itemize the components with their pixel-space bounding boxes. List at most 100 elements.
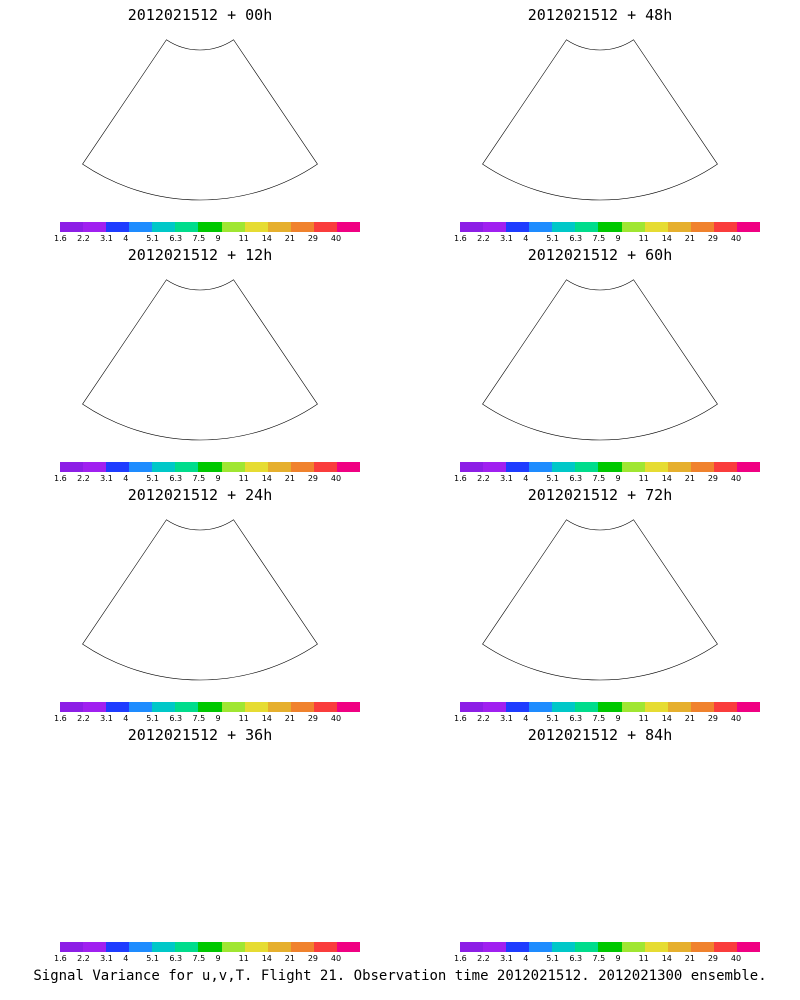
map-boundary	[482, 279, 718, 441]
colorbar-swatch	[736, 702, 761, 712]
colorbar-swatch	[621, 222, 645, 232]
colorbar-swatch	[552, 462, 576, 472]
map-panel: 2012021512 + 48h 1.6 2.2 3.1 4 5.1 6.3 7.5 9 11 14…	[400, 0, 800, 243]
colorbar-label: 21	[684, 474, 695, 483]
panel-title: 2012021512 + 72h	[527, 486, 673, 504]
colorbar-label: 3.1	[500, 234, 513, 243]
colorbar-swatch	[244, 462, 268, 472]
colorbar-label: 29	[307, 474, 319, 483]
graticule-parallel	[104, 610, 296, 641]
colorbar-swatch	[736, 222, 761, 232]
colorbar-label: 14	[261, 714, 272, 723]
variance-contour	[142, 818, 238, 858]
variance-contour	[520, 330, 670, 390]
colorbar-label: 9	[215, 234, 221, 243]
colorbar-swatch	[129, 942, 153, 952]
colorbar-swatch	[575, 702, 599, 712]
map-boundary	[82, 519, 318, 681]
colorbar-label: 5.1	[546, 234, 560, 243]
variance-contour	[290, 594, 350, 626]
colorbar-swatch	[175, 942, 199, 952]
colorbar-label: 7.5	[192, 954, 206, 963]
colorbar-label: 9	[215, 714, 221, 723]
variance-contour	[120, 90, 270, 150]
colorbar-label: 14	[661, 474, 672, 483]
colorbar	[460, 222, 761, 232]
figure-caption: Signal Variance for u,v,T. Flight 21. Ob…	[33, 968, 767, 984]
graticule-meridian	[616, 527, 659, 672]
colorbar-label: 29	[707, 714, 719, 723]
colorbar-swatch	[152, 462, 176, 472]
colorbar-swatch	[244, 702, 268, 712]
colorbar-swatch	[244, 942, 268, 952]
colorbar-swatch	[667, 702, 691, 712]
colorbar-swatch	[106, 942, 130, 952]
colorbar-label: 1.6	[454, 954, 467, 963]
variance-contour	[70, 118, 150, 142]
colorbar-label: 6.3	[169, 474, 183, 483]
colorbar-label: 1.6	[54, 954, 67, 963]
variance-contour	[187, 341, 223, 369]
colorbar-label: 3.1	[500, 714, 513, 723]
colorbar-labels: 1.6 2.2 3.1 4 5.1 6.3 7.5 9 11 14 21 29 40	[52, 954, 372, 964]
colorbar-swatch	[575, 462, 599, 472]
graticule-meridian	[216, 527, 259, 672]
graticule-meridian	[114, 44, 176, 182]
colorbar-swatch	[175, 222, 199, 232]
colorbar-swatch	[175, 462, 199, 472]
map-panel: 2012021512 + 72h 1.6 2.2 3.1 4 5.1 6.3 7.5 9 11 14…	[400, 279, 800, 723]
colorbar-swatch	[83, 462, 107, 472]
variance-contour	[542, 818, 638, 858]
panel-title: 2012021512 + 36h	[127, 726, 273, 744]
colorbar-label: 4	[523, 474, 529, 483]
colorbar-labels: 1.6 2.2 3.1 4 5.1 6.3 7.5 9 11 14 21 29 40	[52, 474, 372, 484]
variance-contour	[290, 114, 350, 146]
map-panel: 2012021512 + 00h 1.6 2.2 3.1 4 5.1 6.3 7.5 9 11 14…	[0, 0, 400, 243]
variance-contour	[545, 100, 645, 136]
colorbar-label: 4	[123, 234, 129, 243]
variance-contour	[70, 598, 150, 622]
colorbar-label: 4	[123, 954, 129, 963]
colorbar-swatch	[529, 462, 553, 472]
colorbar-label: 4	[523, 714, 529, 723]
colorbar-swatch	[198, 222, 222, 232]
colorbar-label: 4	[123, 714, 129, 723]
colorbar-label: 6.3	[169, 234, 183, 243]
colorbar-label: 3.1	[100, 474, 113, 483]
colorbar-swatch	[529, 942, 553, 952]
colorbar-swatch	[598, 462, 622, 472]
colorbar-swatch	[690, 222, 714, 232]
variance-contour	[525, 92, 665, 144]
colorbar	[60, 702, 361, 712]
graticule-meridian	[625, 523, 693, 659]
graticule-meridian	[616, 47, 659, 192]
colorbar-label: 21	[684, 234, 695, 243]
variance-contour	[70, 358, 150, 382]
colorbar-label: 29	[307, 714, 319, 723]
colorbar-swatch	[336, 942, 361, 952]
variance-contour	[520, 90, 670, 150]
variance-contour	[187, 581, 223, 609]
colorbar-swatch	[460, 462, 484, 472]
variance-contour	[525, 812, 665, 864]
colorbar-label: 14	[661, 954, 672, 963]
colorbar-label: 11	[238, 954, 249, 963]
colorbar-label: 11	[638, 954, 649, 963]
variance-contour	[542, 98, 638, 138]
colorbar-swatch	[644, 702, 668, 712]
colorbar-labels: 1.6 2.2 3.1 4 5.1 6.3 7.5 9 11 14 21 29 40	[452, 954, 772, 964]
variance-contour	[542, 338, 638, 378]
variance-contour	[525, 572, 665, 624]
colorbar-label: 14	[261, 954, 272, 963]
colorbar-swatch	[713, 942, 737, 952]
variance-contour	[542, 578, 638, 618]
graticule-meridian	[548, 528, 586, 674]
colorbar-label: 14	[661, 234, 672, 243]
colorbar-label: 2.2	[77, 954, 90, 963]
colorbar-swatch	[644, 222, 668, 232]
colorbar-label: 21	[684, 954, 695, 963]
colorbar-label: 9	[215, 474, 221, 483]
colorbar-swatch	[336, 222, 361, 232]
variance-contour	[505, 794, 695, 870]
variance-contour	[120, 810, 270, 870]
